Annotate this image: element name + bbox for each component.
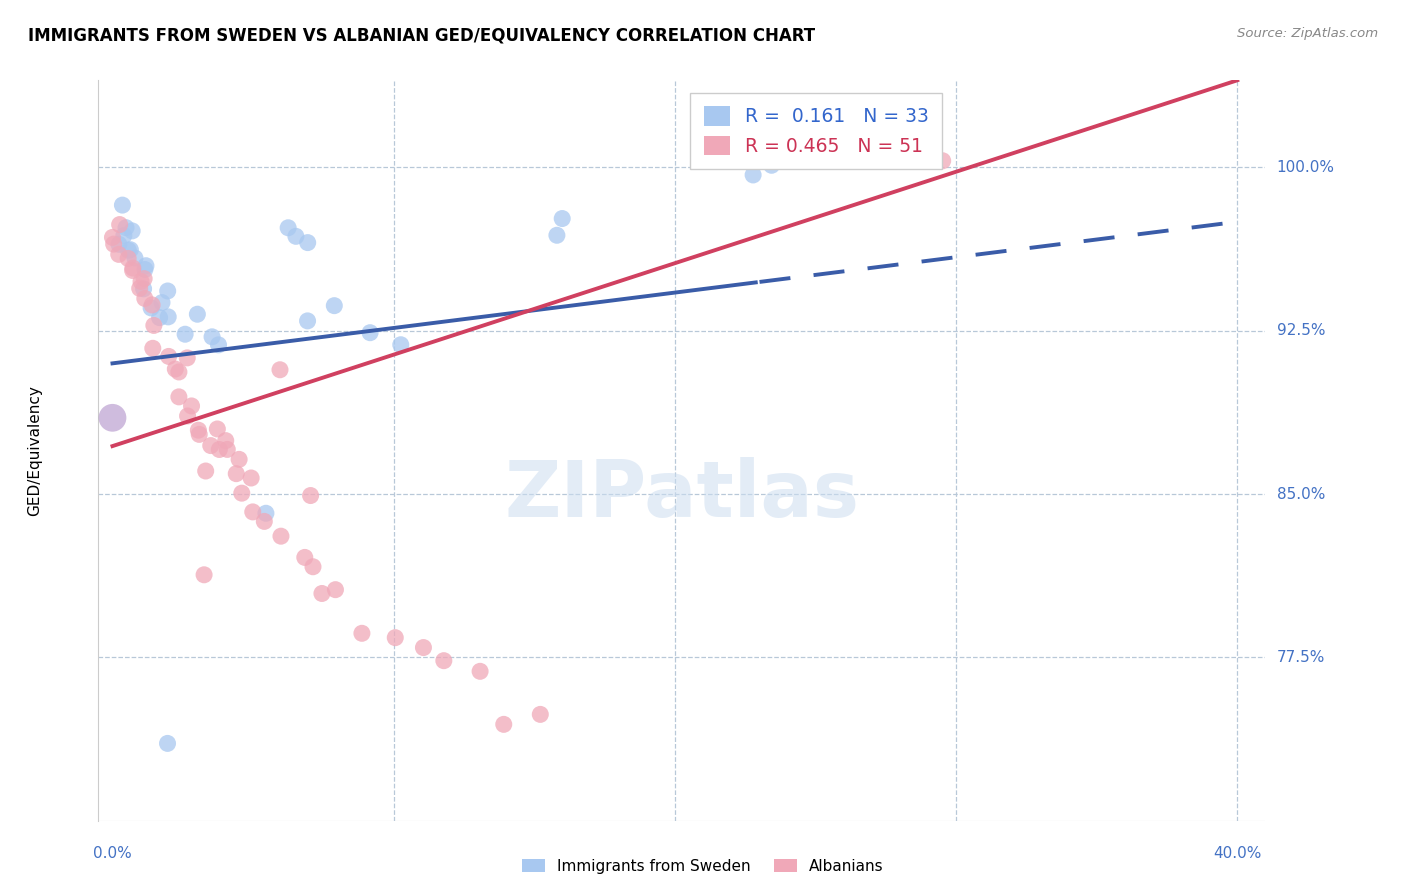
Point bbox=[546, 228, 568, 243]
Point bbox=[165, 362, 187, 376]
Point bbox=[412, 640, 434, 655]
Point bbox=[325, 582, 347, 597]
Point bbox=[201, 330, 224, 344]
Point bbox=[132, 282, 155, 296]
Point bbox=[135, 259, 157, 273]
Point bbox=[492, 717, 515, 731]
Point bbox=[167, 390, 190, 404]
Point bbox=[254, 506, 277, 520]
Point bbox=[121, 224, 143, 238]
Point bbox=[299, 489, 322, 503]
Point bbox=[103, 237, 125, 252]
Point bbox=[117, 243, 139, 257]
Point bbox=[551, 211, 574, 226]
Point bbox=[529, 707, 551, 722]
Point bbox=[187, 423, 209, 437]
Point bbox=[207, 422, 229, 436]
Point bbox=[284, 229, 307, 244]
Point bbox=[270, 529, 292, 543]
Point bbox=[156, 284, 179, 298]
Point bbox=[141, 298, 163, 312]
Point bbox=[108, 218, 131, 232]
Point bbox=[188, 427, 211, 442]
Point bbox=[101, 230, 124, 244]
Point bbox=[101, 410, 124, 425]
Point bbox=[931, 153, 953, 168]
Point bbox=[124, 251, 146, 265]
Point bbox=[121, 261, 143, 276]
Point bbox=[193, 567, 215, 582]
Point bbox=[761, 158, 783, 172]
Point bbox=[157, 310, 180, 324]
Point bbox=[217, 442, 239, 457]
Point bbox=[107, 247, 129, 261]
Point bbox=[742, 168, 765, 182]
Point bbox=[142, 318, 165, 333]
Point bbox=[167, 365, 190, 379]
Point bbox=[311, 586, 333, 600]
Point bbox=[384, 631, 406, 645]
Point bbox=[433, 654, 456, 668]
Point bbox=[142, 341, 165, 355]
Point bbox=[176, 409, 198, 423]
Point bbox=[112, 228, 135, 243]
Point bbox=[294, 550, 316, 565]
Text: 85.0%: 85.0% bbox=[1277, 486, 1324, 501]
Point bbox=[215, 434, 238, 448]
Point bbox=[225, 467, 247, 481]
Point bbox=[111, 198, 134, 212]
Text: GED/Equivalency: GED/Equivalency bbox=[27, 385, 42, 516]
Point bbox=[240, 471, 263, 485]
Text: IMMIGRANTS FROM SWEDEN VS ALBANIAN GED/EQUIVALENCY CORRELATION CHART: IMMIGRANTS FROM SWEDEN VS ALBANIAN GED/E… bbox=[28, 27, 815, 45]
Point bbox=[269, 363, 291, 377]
Point bbox=[120, 243, 142, 257]
Point bbox=[129, 275, 152, 289]
Point bbox=[207, 338, 229, 352]
Point bbox=[468, 665, 491, 679]
Text: 77.5%: 77.5% bbox=[1277, 650, 1324, 665]
Point bbox=[149, 310, 172, 325]
Point bbox=[297, 314, 319, 328]
Point bbox=[359, 326, 381, 340]
Text: 0.0%: 0.0% bbox=[93, 846, 132, 861]
Point bbox=[117, 252, 139, 266]
Text: 40.0%: 40.0% bbox=[1213, 846, 1261, 861]
Point bbox=[253, 515, 276, 529]
Point bbox=[200, 439, 222, 453]
Point bbox=[194, 464, 217, 478]
Point bbox=[121, 263, 143, 277]
Point bbox=[134, 292, 156, 306]
Point bbox=[174, 327, 197, 342]
Point bbox=[156, 736, 179, 750]
Point bbox=[139, 301, 162, 315]
Point bbox=[186, 307, 208, 321]
Point bbox=[389, 337, 412, 351]
Legend: R =  0.161   N = 33, R = 0.465   N = 51: R = 0.161 N = 33, R = 0.465 N = 51 bbox=[690, 94, 942, 169]
Point bbox=[350, 626, 373, 640]
Point bbox=[134, 262, 156, 277]
Point bbox=[180, 399, 202, 413]
Legend: Immigrants from Sweden, Albanians: Immigrants from Sweden, Albanians bbox=[516, 853, 890, 880]
Point bbox=[176, 351, 198, 365]
Point bbox=[302, 559, 325, 574]
Point bbox=[134, 271, 156, 285]
Point bbox=[108, 237, 131, 252]
Point bbox=[323, 299, 346, 313]
Point bbox=[128, 281, 150, 295]
Text: ZIPatlas: ZIPatlas bbox=[505, 457, 859, 533]
Point bbox=[157, 350, 180, 364]
Text: 92.5%: 92.5% bbox=[1277, 323, 1324, 338]
Text: Source: ZipAtlas.com: Source: ZipAtlas.com bbox=[1237, 27, 1378, 40]
Text: 100.0%: 100.0% bbox=[1277, 160, 1334, 175]
Point bbox=[242, 505, 264, 519]
Point bbox=[208, 442, 231, 457]
Point bbox=[228, 452, 250, 467]
Point bbox=[115, 220, 138, 235]
Point bbox=[277, 220, 299, 235]
Point bbox=[297, 235, 319, 250]
Point bbox=[231, 486, 253, 500]
Point bbox=[150, 295, 173, 310]
